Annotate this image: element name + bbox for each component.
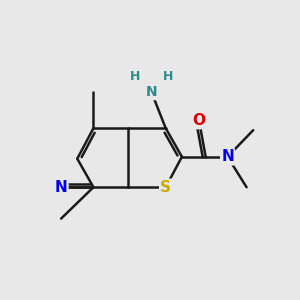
Text: H: H <box>162 70 173 83</box>
Text: N: N <box>55 180 68 195</box>
Text: N: N <box>146 85 157 99</box>
Text: N: N <box>221 149 234 164</box>
Text: H: H <box>130 70 140 83</box>
Text: S: S <box>160 180 171 195</box>
Text: O: O <box>193 113 206 128</box>
